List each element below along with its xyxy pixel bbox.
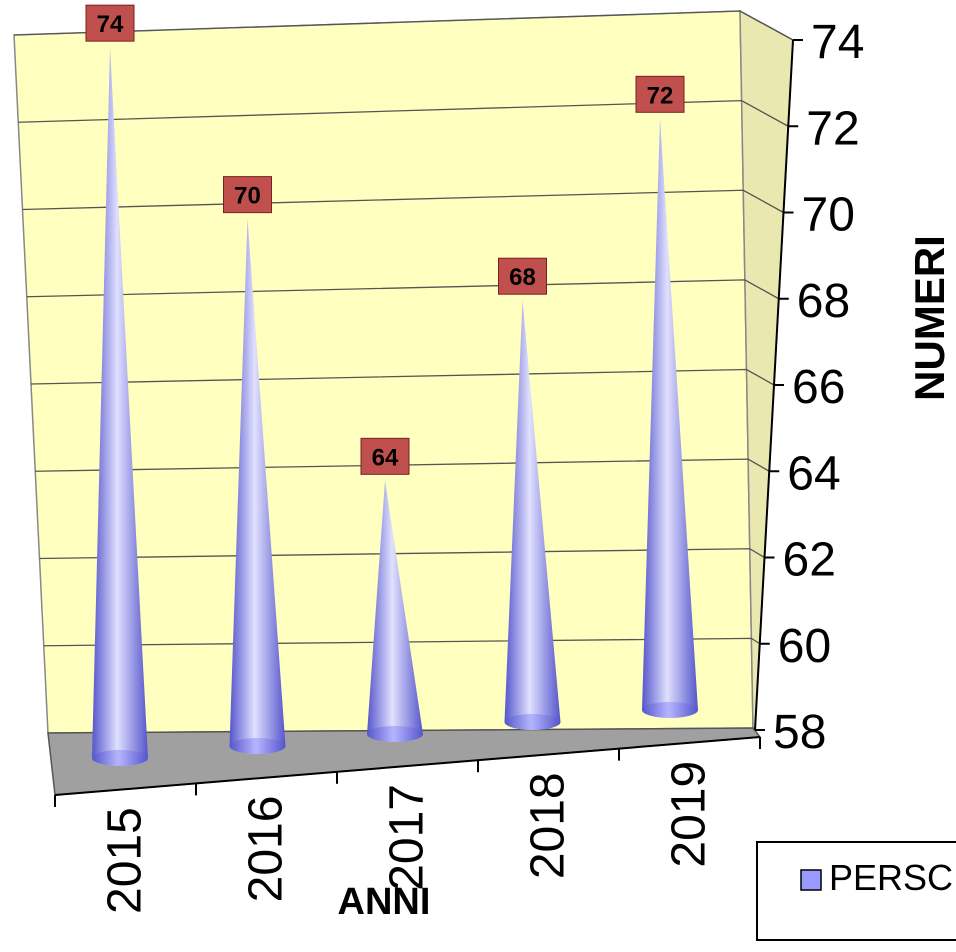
cone-base <box>504 714 561 730</box>
data-label-text: 70 <box>234 183 261 210</box>
data-label-box <box>635 75 685 113</box>
cone-2018 <box>504 300 561 730</box>
y-tick-label: 58 <box>773 706 826 759</box>
data-label-text: 74 <box>97 11 124 38</box>
gridline <box>26 279 780 300</box>
x-tick-label: 2018 <box>522 772 575 879</box>
data-label-2018: 68 <box>498 257 547 295</box>
series-cones <box>92 47 698 766</box>
y-tick-label: 66 <box>792 361 845 414</box>
data-label-2019: 72 <box>635 75 685 113</box>
cone-base <box>367 726 423 742</box>
legend-box <box>756 841 956 941</box>
cone-base <box>642 702 698 718</box>
cone-body <box>504 300 561 730</box>
data-label-text: 68 <box>509 264 536 291</box>
data-label-box <box>360 437 410 475</box>
data-label-box <box>223 176 272 214</box>
legend-swatch <box>800 869 822 891</box>
gridline <box>13 10 794 41</box>
cone-body <box>92 47 148 766</box>
cone-base <box>229 738 286 754</box>
data-label-2015: 74 <box>85 4 135 42</box>
cone-base <box>92 750 148 766</box>
data-label-2017: 64 <box>360 437 410 475</box>
cone-body <box>229 218 286 754</box>
x-tick-label: 2019 <box>663 761 716 868</box>
chart-walls <box>13 9 794 796</box>
x-tick-label: 2015 <box>99 807 152 914</box>
y-tick-label: 74 <box>811 16 864 69</box>
data-label-box <box>85 4 135 42</box>
cone-body <box>367 480 423 742</box>
y-axis-line <box>754 39 794 731</box>
axes: 58 60 62 64 66 68 70 72 74 2015 2016 2017 2018 2019 <box>54 16 864 914</box>
y-tick-label: 62 <box>783 534 836 587</box>
y-tick-label: 72 <box>806 102 859 155</box>
legend: PERSC <box>756 841 956 941</box>
data-label-box <box>498 257 547 295</box>
gridline <box>30 368 775 386</box>
y-tick-label: 64 <box>787 447 840 500</box>
cone-body <box>642 118 698 718</box>
cone-2017 <box>367 480 423 742</box>
data-label-text: 72 <box>647 82 674 109</box>
cone-2016 <box>229 218 286 754</box>
x-tick-label: 2016 <box>240 796 293 903</box>
y-axis-title: NUMERI <box>906 235 953 401</box>
x-axis-title: ANNI <box>338 881 431 923</box>
gridline <box>43 637 761 647</box>
data-label-2016: 70 <box>223 176 272 214</box>
gridline <box>18 99 789 127</box>
data-labels: 74 70 64 68 72 <box>85 4 685 475</box>
cone-2019 <box>642 118 698 718</box>
y-tick-label: 68 <box>797 275 850 328</box>
y-tick-label: 70 <box>802 189 855 242</box>
x-tick-label: 2017 <box>381 784 434 891</box>
x-axis-line <box>54 736 761 796</box>
gridline <box>35 458 770 472</box>
legend-label: PERSC <box>829 857 953 898</box>
y-tick-label: 60 <box>778 620 831 673</box>
data-label-text: 64 <box>372 444 399 471</box>
cone-2015 <box>92 47 148 766</box>
gridline <box>39 548 765 560</box>
